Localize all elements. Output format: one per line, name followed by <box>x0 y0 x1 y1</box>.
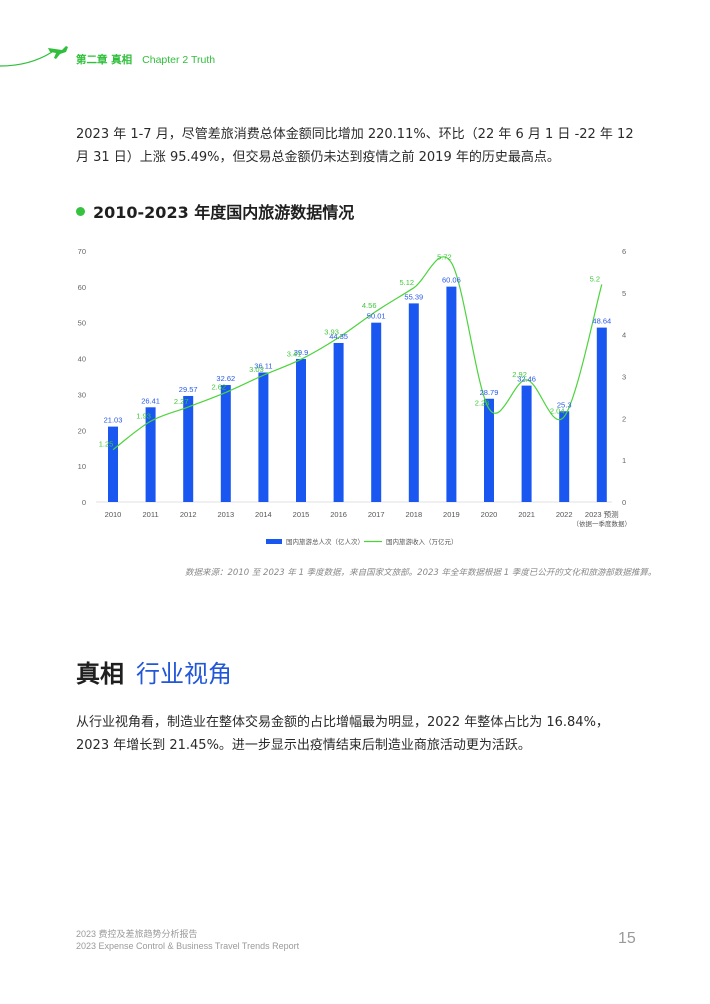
bar <box>333 342 344 502</box>
intro-paragraph: 2023 年 1-7 月，尽管差旅消费总体金额同比增加 220.11%、环比（2… <box>76 127 634 165</box>
y-right-tick-label: 3 <box>622 373 626 382</box>
y-right-tick-label: 0 <box>622 498 626 507</box>
section-title: 真相 行业视角 <box>76 654 232 689</box>
y-left-tick-label: 20 <box>78 426 86 435</box>
tourism-chart: 0 10 20 30 40 50 60 70 0 1 2 3 4 5 6 21.03 26.41 29.57 32.… <box>78 247 632 546</box>
revenue-line <box>112 256 603 451</box>
x-tick-label: 2013 <box>217 510 234 519</box>
section-title-a: 真相 <box>76 660 124 688</box>
bar-value-label: 39.9 <box>294 348 309 357</box>
x-tick-label: 2018 <box>405 510 422 519</box>
y-left-tick-label: 50 <box>78 319 86 328</box>
y-left-tick-label: 0 <box>82 498 86 507</box>
line-value-label: 5.72 <box>437 253 452 262</box>
line-value-label: 4.56 <box>362 301 377 310</box>
y-right-tick-label: 2 <box>622 414 626 423</box>
y-left-tick-label: 10 <box>78 462 86 471</box>
bar <box>484 398 494 502</box>
footer-title-en: 2023 Expense Control & Business Travel T… <box>76 941 300 951</box>
bar-value-label: 48.64 <box>592 317 611 326</box>
bar-value-label: 25.3 <box>557 400 572 409</box>
y-left-tick-label: 30 <box>78 390 86 399</box>
line-value-label: 2.92 <box>512 370 527 379</box>
y-left-tick-label: 70 <box>78 247 86 256</box>
bar-value-label: 50.01 <box>367 312 386 321</box>
bar <box>145 407 156 502</box>
bar <box>559 411 570 502</box>
line-value-label: 5.2 <box>590 274 600 283</box>
legend-bar-label: 国内旅游总人次（亿人次） <box>286 537 364 546</box>
legend-line-label: 国内旅游收入（万亿元） <box>386 537 458 546</box>
y-right-tick-label: 1 <box>622 456 626 465</box>
x-tick-label: 2020 <box>481 510 498 519</box>
legend-bar-swatch <box>266 539 282 544</box>
bar-value-label: 32.46 <box>517 375 536 384</box>
line-value-label: 1.25 <box>99 440 114 449</box>
chapter-cn: 第二章 真相 <box>76 54 133 66</box>
x-tick-label: 2011 <box>143 510 159 519</box>
bar <box>371 322 382 502</box>
bar-value-label: 32.62 <box>216 374 235 383</box>
x-tick-label: 2016 <box>330 510 347 519</box>
y-left-tick-label: 40 <box>78 355 86 364</box>
line-value-label: 2.23 <box>475 399 490 408</box>
line-value-label: 3.03 <box>249 365 264 374</box>
x-tick-label: 2021 <box>518 510 535 519</box>
y-left-tick-label: 60 <box>78 283 86 292</box>
bar <box>220 385 231 502</box>
section-title-b: 行业视角 <box>136 660 232 688</box>
x-tick-label: 2010 <box>105 510 122 519</box>
bar <box>521 385 532 502</box>
page-number: 15 <box>618 930 636 947</box>
bar-value-label: 36.11 <box>254 362 272 371</box>
chapter-en: Chapter 2 Truth <box>142 54 216 66</box>
bar-value-label: 44.35 <box>329 332 348 341</box>
chapter-label: 第二章 真相 Chapter 2 Truth <box>76 52 215 67</box>
bar <box>258 372 269 502</box>
line-value-label: 2.62 <box>211 382 226 391</box>
bullet-dot-icon <box>76 207 85 216</box>
y-right-tick-label: 5 <box>622 289 626 298</box>
x-tick-label: 2022 <box>556 510 573 519</box>
line-value-label: 3.93 <box>324 328 339 337</box>
x-tick-label: 2019 <box>443 510 460 519</box>
bar-value-label: 26.41 <box>141 396 160 405</box>
bar <box>296 358 306 502</box>
y-right-tick-label: 6 <box>622 247 626 256</box>
bar <box>183 395 194 502</box>
x-tick-label: 2015 <box>293 510 310 519</box>
x-tick-note: （依据一季度数据） <box>573 519 632 528</box>
chart-title-text: 2010-2023 年度国内旅游数据情况 <box>93 203 355 222</box>
line-value-label: 1.93 <box>136 411 151 420</box>
bar <box>108 426 118 502</box>
x-tick-label: 2017 <box>368 510 385 519</box>
industry-paragraph: 从行业视角看，制造业在整体交易金额的占比增幅最为明显，2022 年整体占比为 1… <box>76 715 609 753</box>
footer: 2023 费控及差旅趋势分析报告 2023 Expense Control & … <box>76 928 299 952</box>
bar-value-label: 28.79 <box>480 388 499 397</box>
bar <box>446 286 457 502</box>
y-right-tick-label: 4 <box>622 331 626 340</box>
bar <box>596 327 607 502</box>
bar-value-label: 29.57 <box>179 385 198 394</box>
plane-icon <box>0 46 68 67</box>
line-value-label: 3.41 <box>287 349 302 358</box>
x-tick-label: 2012 <box>180 510 197 519</box>
x-tick-label: 2014 <box>255 510 272 519</box>
source-note: 数据来源：2010 至 2023 年 1 季度数据，来自国家文旅部。2023 年… <box>185 568 657 578</box>
line-value-label: 2.27 <box>174 397 189 406</box>
chart-title: 2010-2023 年度国内旅游数据情况 <box>76 199 354 223</box>
line-value-label: 2.04 <box>550 407 565 416</box>
bar-value-label: 55.39 <box>404 292 423 301</box>
x-tick-label: 2023 预测 <box>585 509 619 519</box>
bar <box>408 303 419 502</box>
line-value-label: 5.12 <box>399 278 414 287</box>
bar-value-label: 21.03 <box>104 416 123 425</box>
bar-value-label: 60.06 <box>442 276 461 285</box>
page-header <box>0 40 710 80</box>
footer-title-cn: 2023 费控及差旅趋势分析报告 <box>76 929 198 939</box>
